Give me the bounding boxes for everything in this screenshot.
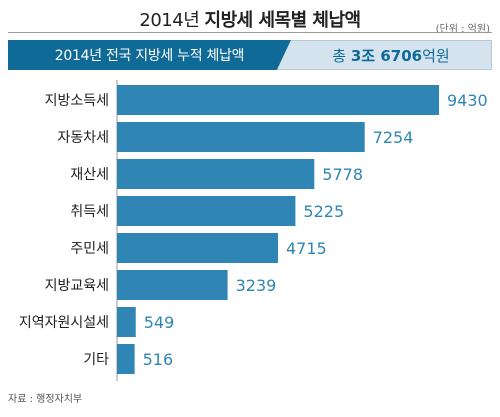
value-label: 5225 xyxy=(303,202,344,221)
category-label: 주민세 xyxy=(70,241,109,257)
chart-title: 2014년 지방세 세목별 체납액 xyxy=(0,6,500,32)
bar xyxy=(117,159,315,189)
category-label: 지역자원시설세 xyxy=(19,315,109,331)
banner-total: 총 3조 6706 억원 xyxy=(291,41,491,69)
bar-chart: 지방소득세 9430 자동차세 7254 재산세 5778 취득세 5225 주민세 4715 지방… xyxy=(19,80,488,381)
value-label: 3239 xyxy=(236,276,277,295)
category-label: 기타 xyxy=(83,352,109,368)
value-label: 516 xyxy=(143,350,174,369)
total-number: 3조 6706 xyxy=(350,46,423,65)
bars-group: 지방소득세 9430 자동차세 7254 재산세 5778 취득세 5225 주민세 4715 지방… xyxy=(19,85,488,374)
category-label: 재산세 xyxy=(70,167,109,183)
bar xyxy=(117,307,136,337)
total-banner: 2014년 전국 지방세 누적 체납액 총 3조 6706 억원 xyxy=(8,40,492,70)
title-year: 2014년 xyxy=(139,10,200,31)
total-suffix: 억원 xyxy=(422,46,450,65)
value-label: 9430 xyxy=(447,91,488,110)
source-note: 자료 : 행정자치부 xyxy=(8,394,83,405)
category-label: 지방교육세 xyxy=(45,278,109,294)
bar xyxy=(117,233,278,263)
title-main: 지방세 세목별 체납액 xyxy=(204,10,362,31)
value-label: 7254 xyxy=(373,128,414,147)
bar xyxy=(117,196,296,226)
value-label: 549 xyxy=(144,313,175,332)
banner-label: 2014년 전국 지방세 누적 체납액 xyxy=(8,40,291,70)
bar xyxy=(117,122,365,152)
total-prefix: 총 xyxy=(332,46,347,65)
value-label: 4715 xyxy=(286,239,327,258)
category-label: 취득세 xyxy=(70,204,109,220)
category-label: 지방소득세 xyxy=(45,93,109,109)
unit-label: (단위 : 억원) xyxy=(435,24,490,35)
category-label: 자동차세 xyxy=(57,130,109,146)
bar xyxy=(117,344,135,374)
bar xyxy=(117,270,228,300)
title-divider xyxy=(8,32,492,33)
bar xyxy=(117,85,439,115)
value-label: 5778 xyxy=(322,165,363,184)
